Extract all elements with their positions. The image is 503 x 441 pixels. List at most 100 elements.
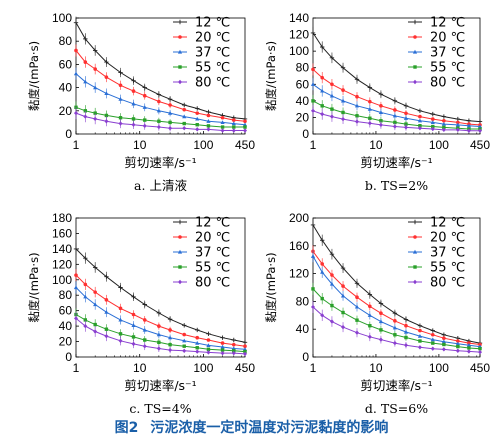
data-point [320,111,325,117]
data-point [206,350,211,355]
data-point [442,336,446,341]
data-point [330,107,334,111]
data-point [430,328,435,333]
legend-label: 80 ℃ [195,76,230,91]
data-point [182,121,186,126]
data-point [74,48,78,53]
data-point [441,114,447,119]
data-point [83,109,88,113]
data-point [74,110,78,116]
data-point [442,118,446,123]
legend-item: 37 ℃ [408,46,465,61]
data-point [206,338,211,342]
x-tick-label: 10 [133,138,147,152]
data-point [168,103,172,107]
data-point [104,75,109,79]
data-point [355,318,359,322]
data-point [131,335,136,339]
data-point [392,98,398,104]
data-point [243,119,247,124]
data-point [478,349,482,355]
legend-label: 37 ℃ [195,246,230,261]
x-axis-title: 剪切速率/s⁻¹ [360,155,432,170]
legend-marker [413,235,417,239]
series-line [312,288,481,350]
data-point [403,125,408,130]
legend-item: 20 ℃ [173,31,230,46]
data-point [367,106,372,111]
series-line [312,83,481,127]
y-tick-label: 0 [65,127,72,141]
data-point [467,346,471,350]
data-point [83,255,88,261]
data-point [378,337,383,342]
legend-item: 55 ℃ [173,61,230,76]
x-tick-label: 1 [310,361,317,375]
data-point [104,274,109,279]
data-point [168,126,173,131]
y-tick-label: 200 [289,211,309,225]
data-point [310,222,316,228]
x-tick-label: 10 [133,361,147,375]
data-point [311,67,315,72]
data-point [157,99,161,104]
data-point [354,103,360,108]
legend-item: 20 ℃ [173,231,230,246]
legend-label: 20 ℃ [430,31,465,46]
data-point [74,316,78,321]
y-tick-label: 0 [302,127,309,141]
panel-label: c. TS=4% [129,401,191,416]
y-tick-label: 80 [59,288,73,302]
legend-label: 55 ℃ [430,61,465,76]
y-tick-label: 20 [296,110,310,124]
x-tick-label: 1 [73,138,80,152]
data-point [404,111,408,116]
y-tick-label: 40 [296,94,310,108]
series-4 [311,94,482,131]
data-point [341,116,346,122]
data-point [379,119,383,123]
data-point [143,118,147,122]
data-point [340,265,346,271]
data-point [417,345,422,350]
legend-label: 80 ℃ [430,76,465,91]
y-tick-label: 60 [296,77,310,91]
data-point [340,98,346,103]
data-point [232,125,236,129]
legend-item: 12 ℃ [408,16,465,31]
data-point [341,324,346,330]
data-point [206,347,211,351]
y-tick-label: 100 [289,44,309,58]
data-point [118,332,123,336]
legend-item: 80 ℃ [408,76,465,91]
data-point [367,85,373,90]
data-point [231,128,236,133]
y-axis-title: 黏度/(mPa·s) [27,41,41,111]
data-point [156,310,162,316]
data-point [168,120,172,125]
data-point [456,120,460,125]
legend-marker [413,35,417,39]
data-point [131,323,136,327]
x-tick-label: 100 [193,138,213,152]
data-point [311,99,315,103]
series-4 [311,282,482,351]
y-tick-label: 100 [52,273,72,287]
data-point [142,123,147,129]
series-1 [73,242,248,345]
data-point [206,127,211,132]
y-axis-title: 黏度/(mPa·s) [264,41,278,111]
data-point [392,311,398,316]
data-point [93,302,98,307]
data-point [393,108,397,112]
data-point [92,265,98,270]
legend-marker [177,249,183,254]
data-point [167,97,173,102]
legend-marker [178,265,182,269]
data-point [195,127,200,132]
data-point [310,254,316,258]
data-point [142,318,147,322]
legend-label: 20 ℃ [195,31,230,46]
